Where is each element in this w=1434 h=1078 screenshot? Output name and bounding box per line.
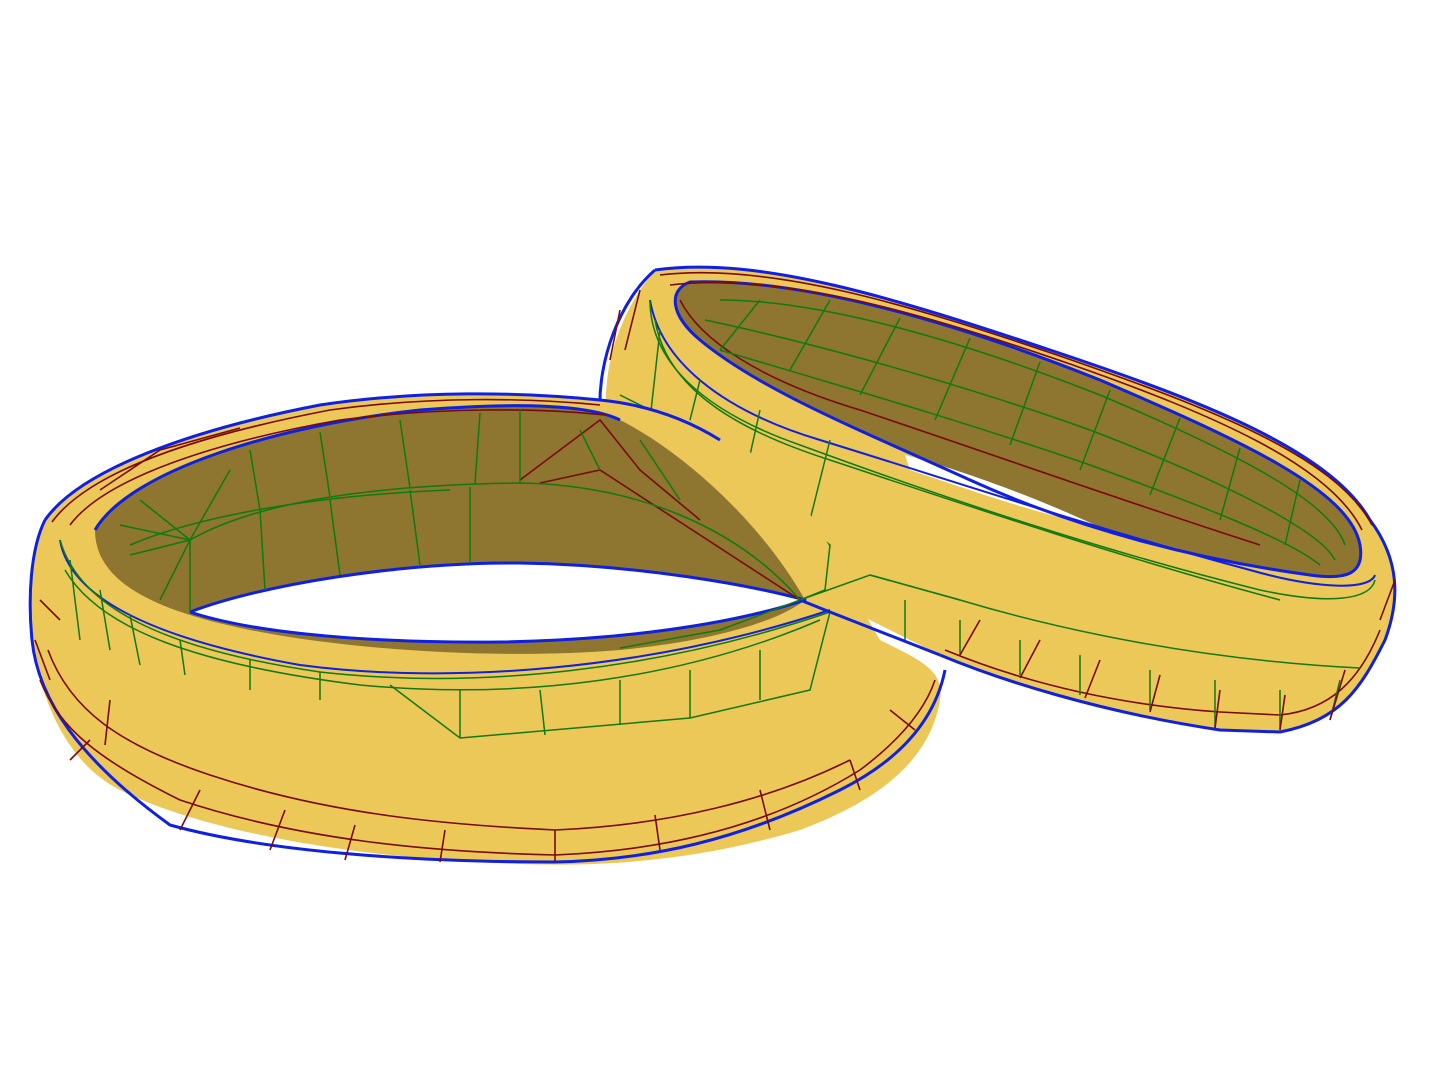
ring-left-rim-red-1 (51, 398, 601, 523)
ring-left-bottom-red-1 (39, 679, 936, 856)
ring-left-inner-mesh (119, 410, 801, 612)
ring-right-inner-mesh (704, 299, 1346, 566)
ring-left-inner-edge (93, 404, 621, 531)
ring-right (598, 265, 1397, 734)
ring-left-red-mesh (34, 599, 916, 863)
ring-right-inner-edge (673, 280, 1363, 579)
junction-edge (799, 598, 941, 657)
ring-right-rim-red-2 (669, 281, 1363, 531)
ring-left (28, 392, 947, 865)
ring-left-bottom-edge (28, 519, 947, 864)
ring-junction (799, 544, 961, 657)
ring-right-rim-red-1 (659, 271, 1373, 526)
ring-left-hole-edge (189, 561, 807, 644)
ring-left-outer-edge (43, 392, 721, 521)
ring-right-rim-red-3 (679, 299, 1261, 546)
ring-left-cross-red-1 (519, 418, 701, 521)
ring-right-red-mesh (609, 289, 1396, 731)
ring-right-top-edge (654, 265, 1397, 734)
ring-left-lip-edge (59, 539, 831, 675)
ring-left-hole (190, 562, 805, 643)
junction-mesh (799, 544, 961, 601)
ring-right-lip-edge (649, 299, 1376, 587)
ring-right-bottom-red (944, 629, 1381, 716)
ring-left-rim-red-2 (69, 409, 606, 526)
ring-left-outer-mesh (59, 539, 831, 739)
ring-left-bottom-red-2 (47, 649, 851, 831)
ring-left-rim-red-3 (99, 427, 241, 491)
